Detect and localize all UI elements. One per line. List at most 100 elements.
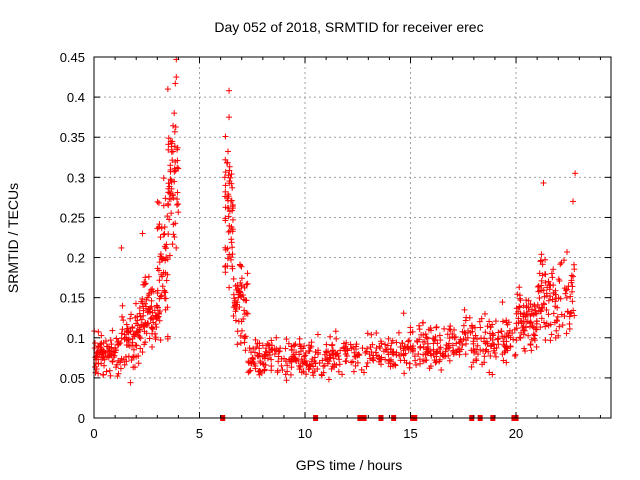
data-point: [382, 341, 389, 348]
data-point: [420, 351, 427, 358]
data-point: [505, 319, 512, 326]
data-point: [226, 87, 233, 94]
data-point: [137, 345, 144, 352]
data-point: [506, 330, 513, 337]
data-point: [507, 343, 514, 350]
data-point: [438, 366, 445, 373]
data-point: [160, 202, 167, 209]
data-point: [430, 340, 437, 347]
data-point: [171, 233, 178, 240]
data-point: [528, 347, 535, 354]
y-tick-label: 0.2: [67, 251, 85, 266]
data-point: [245, 369, 252, 376]
data-point: [104, 343, 111, 350]
data-point: [376, 343, 383, 350]
data-point: [296, 335, 303, 342]
data-point: [527, 341, 534, 348]
data-point: [499, 299, 506, 306]
data-point: [330, 347, 337, 354]
data-point: [368, 331, 375, 338]
data-point: [480, 348, 487, 355]
data-point: [227, 174, 234, 181]
data-point: [499, 318, 506, 325]
data-point: [492, 318, 499, 325]
data-point: [364, 330, 371, 337]
data-point: [521, 345, 528, 352]
data-point: [358, 366, 365, 373]
data-point: [100, 371, 107, 378]
data-point: [148, 288, 155, 295]
data-point: [156, 259, 163, 266]
data-point: [125, 353, 132, 360]
data-point: [433, 353, 440, 360]
data-point: [139, 349, 146, 356]
data-point: [343, 339, 350, 346]
data-point: [314, 365, 321, 372]
data-point: [305, 348, 312, 355]
data-point: [339, 371, 346, 378]
data-point: [158, 271, 165, 278]
tick-marks: [93, 56, 611, 419]
data-point: [225, 228, 232, 235]
data-point: [413, 361, 420, 368]
data-point: [441, 325, 448, 332]
data-point: [442, 348, 449, 355]
data-point: [373, 345, 380, 352]
data-point: [523, 311, 530, 318]
data-point: [548, 270, 555, 277]
data-point: [486, 318, 493, 325]
data-point: [268, 337, 275, 344]
data-point: [95, 328, 102, 335]
data-point: [157, 293, 164, 300]
data-point: [140, 281, 147, 288]
data-point: [268, 363, 275, 370]
data-point: [143, 305, 150, 312]
data-point: [534, 301, 541, 308]
data-point: [545, 322, 552, 329]
data-point: [154, 287, 161, 294]
data-point: [168, 210, 175, 217]
y-tick-label: 0: [78, 411, 85, 426]
data-point: [470, 359, 477, 366]
data-point: [516, 334, 523, 341]
data-point: [93, 349, 100, 356]
data-point: [324, 348, 331, 355]
data-point: [273, 334, 280, 341]
data-point: [238, 293, 245, 300]
data-point: [492, 353, 499, 360]
data-point: [228, 236, 235, 243]
data-point: [570, 261, 577, 268]
data-point: [536, 287, 543, 294]
data-point: [513, 325, 520, 332]
data-point: [117, 365, 124, 372]
data-point: [245, 358, 252, 365]
data-point: [149, 343, 156, 350]
data-point: [453, 340, 460, 347]
data-point: [230, 291, 237, 298]
data-point: [395, 329, 402, 336]
data-point: [129, 325, 136, 332]
data-point: [165, 135, 172, 142]
data-point: [155, 200, 162, 207]
data-point: [556, 323, 563, 330]
data-point: [94, 348, 101, 355]
data-point: [129, 342, 136, 349]
data-point: [451, 334, 458, 341]
data-point: [445, 340, 452, 347]
data-point: [323, 341, 330, 348]
data-point: [411, 353, 418, 360]
data-point: [165, 231, 172, 238]
data-point: [107, 350, 114, 357]
data-point: [307, 344, 314, 351]
data-point: [175, 201, 182, 208]
data-point: [165, 146, 172, 153]
data-point: [288, 364, 295, 371]
data-point: [329, 363, 336, 370]
data-point: [291, 356, 298, 363]
data-point: [482, 310, 489, 317]
data-point: [387, 363, 394, 370]
data-point: [553, 317, 560, 324]
data-point: [284, 368, 291, 375]
data-point: [164, 271, 171, 278]
data-point: [175, 209, 182, 216]
